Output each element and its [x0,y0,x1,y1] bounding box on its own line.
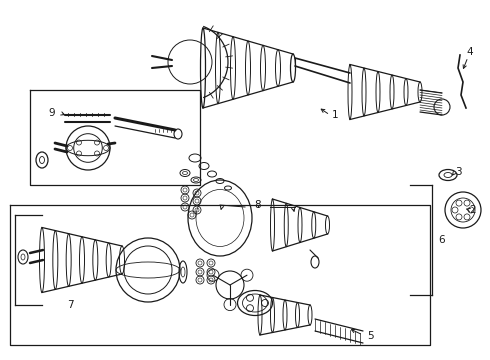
Text: 8: 8 [255,200,261,210]
Text: 7: 7 [67,300,74,310]
Text: 1: 1 [332,110,338,120]
Text: 6: 6 [439,235,445,245]
Text: 2: 2 [470,205,476,215]
Text: 9: 9 [49,108,55,118]
Text: 4: 4 [466,47,473,57]
Text: 5: 5 [367,331,373,341]
Text: 3: 3 [455,167,461,177]
